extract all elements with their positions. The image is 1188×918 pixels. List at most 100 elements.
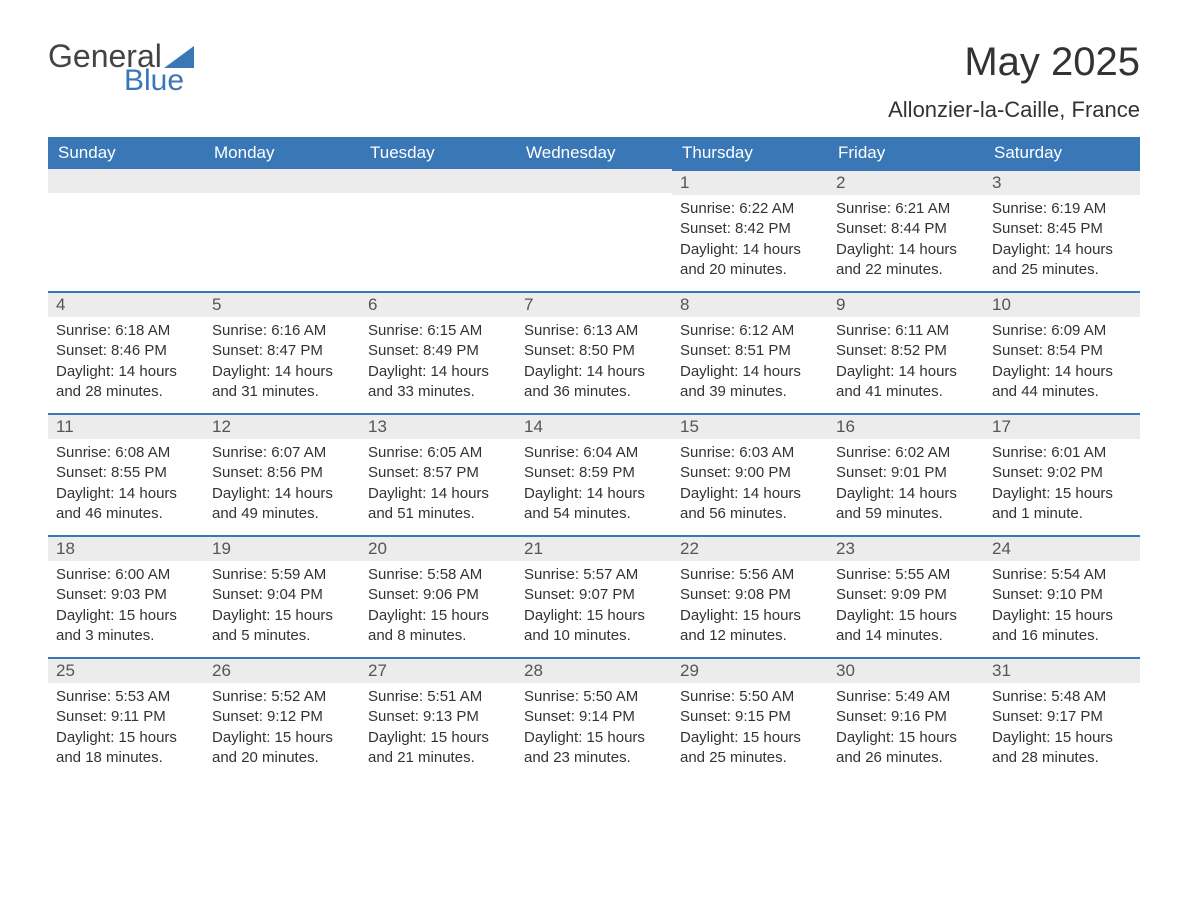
sunrise-line-value: 6:15 AM	[427, 322, 482, 339]
calendar-cell: 23Sunrise: 5:55 AMSunset: 9:09 PMDayligh…	[828, 535, 984, 657]
sunrise-line-value: 5:55 AM	[895, 566, 950, 583]
daylight-line-label: Daylight:	[524, 607, 587, 624]
day-number: 21	[516, 535, 672, 561]
sunrise-line-label: Sunrise:	[992, 322, 1051, 339]
sunset-line-value: 9:00 PM	[735, 464, 791, 481]
calendar-table: Sunday Monday Tuesday Wednesday Thursday…	[48, 137, 1140, 779]
day-body: Sunrise: 6:00 AMSunset: 9:03 PMDaylight:…	[48, 561, 204, 648]
sunset-line-label: Sunset:	[524, 464, 579, 481]
sunset-line-value: 8:54 PM	[1047, 342, 1103, 359]
daylight-line-label: Daylight:	[368, 363, 431, 380]
sunset-line-value: 9:13 PM	[423, 708, 479, 725]
calendar-week-row: 25Sunrise: 5:53 AMSunset: 9:11 PMDayligh…	[48, 657, 1140, 779]
sunrise-line: Sunrise: 6:07 AM	[212, 443, 352, 463]
calendar-week-row: 4Sunrise: 6:18 AMSunset: 8:46 PMDaylight…	[48, 291, 1140, 413]
daylight-line-label: Daylight:	[680, 241, 743, 258]
day-body: Sunrise: 5:54 AMSunset: 9:10 PMDaylight:…	[984, 561, 1140, 648]
day-body: Sunrise: 6:04 AMSunset: 8:59 PM Daylight:…	[516, 439, 672, 526]
sunrise-line: Sunrise: 6:04 AM	[524, 443, 664, 463]
sunrise-line-label: Sunrise:	[680, 444, 739, 461]
sunrise-line-value: 6:12 AM	[739, 322, 794, 339]
sunrise-line: Sunrise: 6:09 AM	[992, 321, 1132, 341]
daylight-line: Daylight: 14 hours and 28 minutes.	[56, 362, 196, 403]
day-body: Sunrise: 5:50 AMSunset: 9:15 PMDaylight:…	[672, 683, 828, 770]
daylight-line-label: Daylight:	[524, 363, 587, 380]
daylight-line-label: Daylight:	[836, 729, 899, 746]
day-number: 28	[516, 657, 672, 683]
calendar-cell: 22Sunrise: 5:56 AMSunset: 9:08 PMDayligh…	[672, 535, 828, 657]
day-body: Sunrise: 5:55 AMSunset: 9:09 PMDaylight:…	[828, 561, 984, 648]
sunset-line: Sunset: 9:12 PM	[212, 707, 352, 727]
calendar-week-row: 1Sunrise: 6:22 AMSunset: 8:42 PMDaylight…	[48, 169, 1140, 291]
col-header-tuesday: Tuesday	[360, 137, 516, 169]
day-body	[48, 193, 204, 199]
sunset-line-value: 9:02 PM	[1047, 464, 1103, 481]
sunrise-line-value: 5:50 AM	[739, 688, 794, 705]
daylight-line: Daylight: 14 hours and 36 minutes.	[524, 362, 664, 403]
sunset-line-value: 9:04 PM	[267, 586, 323, 603]
calendar-cell: 28Sunrise: 5:50 AMSunset: 9:14 PMDayligh…	[516, 657, 672, 779]
calendar-cell: 19Sunrise: 5:59 AMSunset: 9:04 PMDayligh…	[204, 535, 360, 657]
day-number: 4	[48, 291, 204, 317]
calendar-cell: 17Sunrise: 6:01 AMSunset: 9:02 PMDayligh…	[984, 413, 1140, 535]
day-number: 5	[204, 291, 360, 317]
sunset-line-label: Sunset:	[836, 464, 891, 481]
header-row: General Blue May 2025 Allonzier-la-Caill…	[48, 40, 1140, 123]
day-number: 18	[48, 535, 204, 561]
calendar-cell: 2Sunrise: 6:21 AMSunset: 8:44 PMDaylight…	[828, 169, 984, 291]
day-number: 17	[984, 413, 1140, 439]
daylight-line: Daylight: 14 hours and 25 minutes.	[992, 240, 1132, 281]
sunrise-line-value: 6:02 AM	[895, 444, 950, 461]
sunrise-line-label: Sunrise:	[836, 322, 895, 339]
day-body: Sunrise: 5:51 AMSunset: 9:13 PMDaylight:…	[360, 683, 516, 770]
daylight-line-label: Daylight:	[56, 363, 119, 380]
sunrise-line: Sunrise: 5:53 AM	[56, 687, 196, 707]
sunset-line-value: 8:45 PM	[1047, 220, 1103, 237]
day-body	[360, 193, 516, 199]
daylight-line: Daylight: 15 hours and 23 minutes.	[524, 728, 664, 769]
sunrise-line-value: 6:07 AM	[271, 444, 326, 461]
sunset-line-label: Sunset:	[992, 220, 1047, 237]
sunrise-line-label: Sunrise:	[680, 322, 739, 339]
sunset-line: Sunset: 8:56 PM	[212, 463, 352, 483]
sunset-line: Sunset: 9:13 PM	[368, 707, 508, 727]
day-body: Sunrise: 6:07 AMSunset: 8:56 PMDaylight:…	[204, 439, 360, 526]
sunrise-line: Sunrise: 6:13 AM	[524, 321, 664, 341]
sunset-line-value: 8:59 PM	[579, 464, 635, 481]
sunset-line-value: 8:50 PM	[579, 342, 635, 359]
sunset-line-label: Sunset:	[992, 342, 1047, 359]
sunrise-line: Sunrise: 5:51 AM	[368, 687, 508, 707]
sunset-line-label: Sunset:	[212, 464, 267, 481]
sunrise-line-value: 5:49 AM	[895, 688, 950, 705]
sunrise-line: Sunrise: 5:54 AM	[992, 565, 1132, 585]
sunrise-line-label: Sunrise:	[524, 688, 583, 705]
sunrise-line-value: 6:13 AM	[583, 322, 638, 339]
daylight-line: Daylight: 14 hours and 44 minutes.	[992, 362, 1132, 403]
sunset-line: Sunset: 9:00 PM	[680, 463, 820, 483]
daylight-line: Daylight: 14 hours and 51 minutes.	[368, 484, 508, 525]
sunrise-line: Sunrise: 6:11 AM	[836, 321, 976, 341]
sunset-line-value: 8:57 PM	[423, 464, 479, 481]
sunrise-line: Sunrise: 5:52 AM	[212, 687, 352, 707]
sunset-line-label: Sunset:	[56, 342, 111, 359]
sunset-line-value: 9:12 PM	[267, 708, 323, 725]
sunset-line: Sunset: 9:09 PM	[836, 585, 976, 605]
daylight-line: Daylight: 15 hours and 18 minutes.	[56, 728, 196, 769]
day-number: 6	[360, 291, 516, 317]
col-header-monday: Monday	[204, 137, 360, 169]
sunrise-line: Sunrise: 6:00 AM	[56, 565, 196, 585]
day-number: 15	[672, 413, 828, 439]
daylight-line: Daylight: 15 hours and 14 minutes.	[836, 606, 976, 647]
sunrise-line: Sunrise: 5:59 AM	[212, 565, 352, 585]
daylight-line: Daylight: 15 hours and 5 minutes.	[212, 606, 352, 647]
day-body: Sunrise: 5:59 AMSunset: 9:04 PMDaylight:…	[204, 561, 360, 648]
calendar-cell: 12Sunrise: 6:07 AMSunset: 8:56 PMDayligh…	[204, 413, 360, 535]
day-body: Sunrise: 6:22 AMSunset: 8:42 PMDaylight:…	[672, 195, 828, 282]
calendar-cell	[360, 169, 516, 291]
sunset-line-label: Sunset:	[368, 342, 423, 359]
day-body: Sunrise: 5:53 AMSunset: 9:11 PMDaylight:…	[48, 683, 204, 770]
daylight-line: Daylight: 14 hours and 54 minutes.	[524, 484, 664, 525]
sunrise-line-value: 5:59 AM	[271, 566, 326, 583]
sunrise-line: Sunrise: 6:16 AM	[212, 321, 352, 341]
daylight-line-label: Daylight:	[368, 485, 431, 502]
